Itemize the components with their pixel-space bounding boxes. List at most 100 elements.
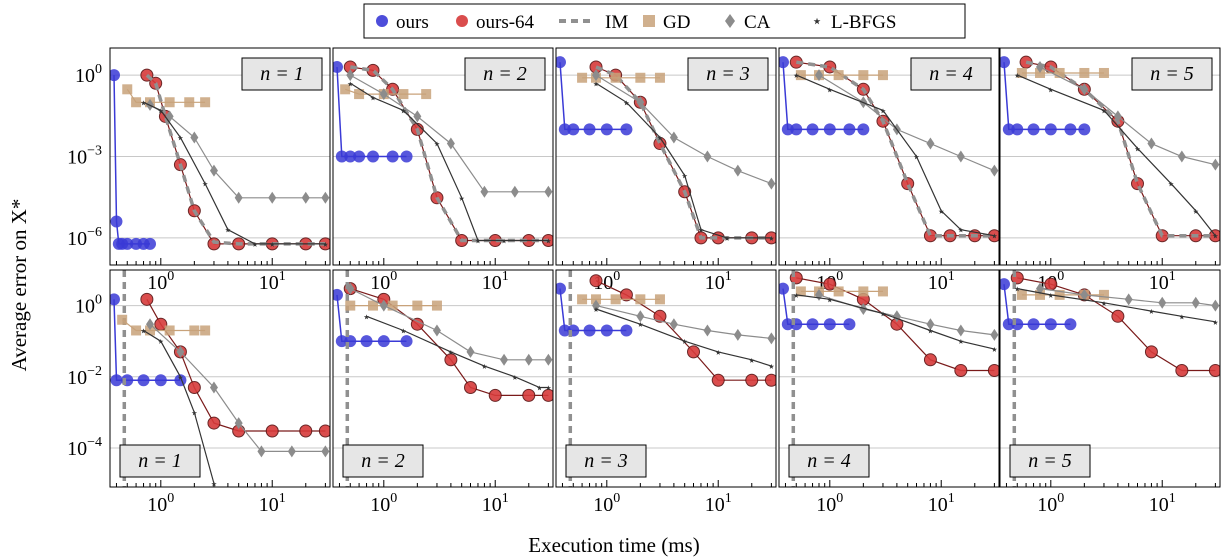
point-ca <box>146 318 155 331</box>
panel-frame <box>332 47 554 266</box>
point-ours <box>360 335 373 348</box>
series-group: ⋆ ⋆ ⋆ ⋆ ⋆ ⋆ ⋆ ⋆ <box>110 68 330 253</box>
point-ours <box>781 318 794 331</box>
point-ours <box>1064 318 1077 331</box>
point-gd <box>200 325 211 336</box>
point-l-bfgs: ⋆ <box>1211 230 1220 245</box>
point-gd <box>795 286 806 297</box>
point-ours <box>779 56 789 69</box>
panel-bottom-5: ⋆ ⋆ ⋆ ⋆ ⋆ ⋆ n = 5 100 101 <box>999 269 1221 516</box>
point-ours <box>144 237 157 250</box>
point-ours-64 <box>187 380 201 394</box>
point-ours-64 <box>745 373 759 387</box>
point-ca <box>480 185 489 198</box>
point-ca <box>592 69 601 82</box>
point-ours <box>1078 123 1091 136</box>
point-gd <box>398 89 409 100</box>
legend-label-ca: CA <box>744 12 771 33</box>
point-ours <box>110 374 123 387</box>
x-tick-label: 101 <box>482 269 509 294</box>
point-ca <box>815 69 824 82</box>
panel-frame <box>555 47 777 266</box>
point-ours <box>333 288 343 301</box>
point-ours-64 <box>140 292 154 306</box>
point-l-bfgs: ⋆ <box>447 346 456 361</box>
point-ours-64 <box>687 345 701 359</box>
series-group: ⋆ ⋆ ⋆ ⋆ ⋆ ⋆ ⋆ ⋆ <box>333 60 553 250</box>
n-label-box <box>910 57 992 91</box>
point-ours <box>620 123 633 136</box>
x-tick-label: 101 <box>259 269 286 294</box>
point-ours <box>567 123 580 136</box>
point-ca <box>636 310 645 323</box>
point-ours <box>556 56 566 69</box>
point-l-bfgs: ⋆ <box>535 381 544 396</box>
point-gd <box>131 97 142 108</box>
point-ca <box>592 299 601 312</box>
point-l-bfgs: ⋆ <box>1167 178 1176 193</box>
point-ca <box>636 96 645 109</box>
point-l-bfgs: ⋆ <box>500 235 509 250</box>
x-tick-label: 100 <box>816 491 843 516</box>
n-label: n = 2 <box>361 450 405 472</box>
point-ours <box>110 293 120 306</box>
y-axis-label: Average error on X* <box>7 199 31 372</box>
point-l-bfgs: ⋆ <box>792 69 801 84</box>
point-ours <box>600 123 613 136</box>
panel-top-1: ⋆ ⋆ ⋆ ⋆ ⋆ ⋆ ⋆ ⋆ n = 1 100 101 100 10−3 10−6 <box>67 47 331 294</box>
point-l-bfgs: ⋆ <box>156 335 165 350</box>
point-ca <box>432 324 441 337</box>
x-tick-label: 100 <box>593 491 620 516</box>
point-ours <box>400 150 413 163</box>
legend-item-im: IM <box>559 12 628 33</box>
series-line-l-bfgs <box>1017 74 1216 237</box>
panel-bottom-1: ⋆ ⋆ ⋆ ⋆ ⋆ n = 1 100 101 100 10−2 10−4 <box>67 269 331 516</box>
panel-frame <box>332 269 554 488</box>
point-ca <box>190 131 199 144</box>
point-l-bfgs: ⋆ <box>399 104 408 119</box>
point-ours-64 <box>444 353 458 367</box>
n-label-box <box>687 57 769 91</box>
x-tick-label: 101 <box>928 269 955 294</box>
point-gd <box>635 72 646 83</box>
point-ours-64 <box>1144 345 1158 359</box>
point-l-bfgs: ⋆ <box>697 224 706 239</box>
series-line-l-bfgs <box>366 315 549 389</box>
point-ca <box>321 445 330 458</box>
n-label-box <box>1009 444 1091 478</box>
point-ours-64 <box>299 424 313 438</box>
n-label: n = 3 <box>706 63 750 85</box>
n-label-box <box>788 444 870 478</box>
point-ca <box>767 332 776 345</box>
point-ca <box>379 299 388 312</box>
point-ca <box>1113 110 1122 123</box>
point-gd <box>1035 289 1046 300</box>
point-ca <box>268 191 277 204</box>
panel-bottom-3: ⋆ ⋆ ⋆ ⋆ ⋆ ⋆ n = 3 100 101 <box>555 269 777 516</box>
n-label-box <box>241 57 323 91</box>
n-label: n = 4 <box>807 450 851 472</box>
point-gd <box>577 294 588 305</box>
point-ca <box>466 345 475 358</box>
point-l-bfgs: ⋆ <box>1100 297 1109 312</box>
series-line-ca <box>818 294 995 336</box>
point-ours <box>806 123 819 136</box>
legend-label-ours: ours <box>396 12 429 33</box>
point-ours-64 <box>923 353 937 367</box>
point-ours <box>110 69 120 82</box>
n-label-box <box>342 444 424 478</box>
point-ours <box>781 123 794 136</box>
series-group: ⋆ ⋆ ⋆ ⋆ ⋆ ⋆ ⋆ <box>556 56 776 247</box>
x-tick-label: 101 <box>1149 491 1176 516</box>
point-ours-64 <box>764 373 776 387</box>
legend-marker-l-bfgs: ⋆ <box>811 11 822 31</box>
point-ca <box>544 185 553 198</box>
n-label-box <box>464 57 546 91</box>
point-gd <box>117 314 128 325</box>
y-tick-label: 100 <box>75 293 102 318</box>
legend-item-gd: GD <box>643 12 690 33</box>
x-tick-label: 101 <box>482 491 509 516</box>
